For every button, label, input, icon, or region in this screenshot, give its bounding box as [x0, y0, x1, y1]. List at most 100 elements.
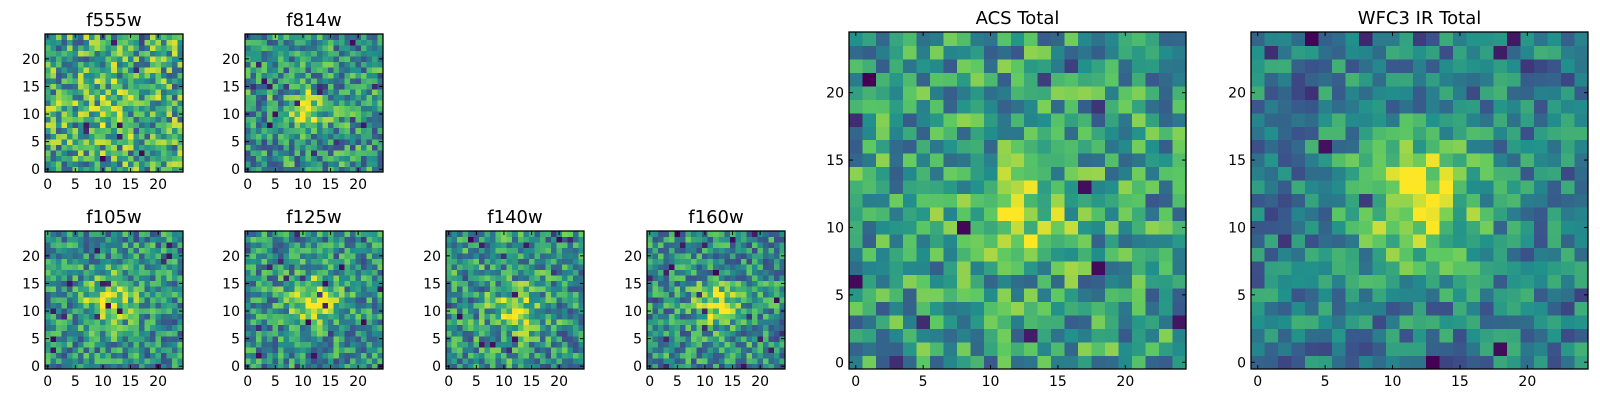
heatmap-cell	[100, 78, 107, 85]
heatmap-cell	[652, 308, 659, 315]
heatmap-cell	[943, 207, 958, 222]
heatmap-cell	[278, 127, 285, 134]
heatmap-cell	[1453, 220, 1468, 235]
heatmap-cell	[528, 346, 535, 353]
heatmap-cell	[177, 155, 184, 162]
heatmap-cell	[56, 253, 62, 259]
heatmap-cell	[166, 72, 173, 79]
heatmap-cell	[517, 324, 524, 331]
heatmap-cell	[1412, 207, 1427, 222]
heatmap-cell	[1145, 315, 1160, 329]
heatmap-cell	[1159, 207, 1173, 222]
heatmap-cell	[94, 45, 101, 51]
heatmap-cell	[1024, 274, 1039, 289]
heatmap-cell	[724, 280, 731, 287]
heatmap-cell	[1132, 45, 1146, 60]
heatmap-cell	[1372, 315, 1387, 329]
heatmap-cell	[1331, 180, 1346, 195]
heatmap-cell	[702, 264, 709, 271]
heatmap-cell	[561, 341, 568, 348]
heatmap-cell	[149, 45, 156, 51]
heatmap-cell	[446, 319, 452, 326]
heatmap-cell	[943, 288, 958, 302]
heatmap-cell	[490, 291, 497, 298]
heatmap-cell	[333, 149, 340, 156]
heatmap-cell	[366, 302, 373, 309]
heatmap-cell	[1358, 315, 1373, 329]
heatmap-cell	[160, 133, 167, 140]
heatmap-cell	[1534, 355, 1548, 370]
heatmap-cell	[50, 94, 57, 101]
heatmap-cell	[724, 231, 731, 237]
heatmap-cell	[929, 261, 944, 276]
heatmap-cell	[1439, 342, 1454, 356]
heatmap-cell	[1132, 261, 1146, 276]
heatmap-cell	[261, 34, 268, 40]
heatmap-cell	[371, 308, 378, 315]
heatmap-cell	[849, 72, 863, 87]
heatmap-cell	[360, 39, 367, 46]
heatmap-cell	[245, 127, 251, 134]
heatmap-cell	[1426, 193, 1441, 208]
heatmap-cell	[997, 220, 1012, 235]
heatmap-cell	[556, 236, 563, 243]
heatmap-cell	[751, 346, 758, 353]
heatmap-cell	[523, 363, 530, 370]
heatmap-cell	[344, 330, 351, 337]
heatmap-cell	[929, 274, 944, 289]
heatmap-cell	[338, 297, 345, 304]
heatmap-cell	[773, 280, 780, 287]
heatmap-cell	[762, 363, 769, 370]
heatmap-cell	[45, 39, 51, 46]
heatmap-cell	[355, 39, 362, 46]
heatmap-cell	[344, 258, 351, 265]
heatmap-cell	[652, 286, 659, 293]
heatmap-cell	[1159, 261, 1173, 276]
heatmap-cell	[105, 122, 112, 129]
heatmap-cell	[997, 315, 1012, 329]
heatmap-cell	[1534, 207, 1548, 222]
heatmap-cell	[663, 264, 670, 271]
heatmap-cell	[578, 258, 585, 265]
heatmap-cell	[122, 247, 129, 254]
heatmap-cell	[305, 297, 312, 304]
heatmap-cell	[355, 122, 362, 129]
heatmap-cell	[127, 346, 134, 353]
heatmap-cell	[550, 352, 557, 359]
heatmap-cell	[171, 231, 178, 237]
heatmap-cell	[506, 324, 513, 331]
heatmap-cell	[685, 297, 692, 304]
heatmap-cell	[572, 297, 579, 304]
heatmap-cell	[658, 291, 664, 298]
heatmap-cell	[305, 127, 312, 134]
heatmap-cell	[245, 39, 251, 46]
heatmap-cell	[1010, 355, 1025, 370]
heatmap-cell	[177, 61, 184, 68]
heatmap-cell	[166, 357, 173, 364]
heatmap-cell	[349, 297, 356, 304]
heatmap-cell	[316, 111, 323, 118]
heatmap-cell	[344, 89, 351, 96]
heatmap-cell	[122, 324, 129, 331]
heatmap-cell	[289, 94, 296, 101]
heatmap-cell	[1277, 288, 1292, 302]
heatmap-cell	[250, 138, 257, 145]
heatmap-cell	[1534, 193, 1548, 208]
heatmap-cell	[256, 56, 262, 62]
heatmap-cell	[462, 247, 469, 254]
heatmap-cell	[171, 111, 178, 118]
heatmap-cell	[278, 236, 285, 243]
heatmap-cell	[316, 45, 323, 51]
heatmap-cell	[138, 286, 145, 293]
heatmap-cell	[902, 315, 917, 329]
heatmap-cell	[305, 286, 312, 293]
heatmap-cell	[578, 231, 585, 237]
heatmap-cell	[160, 67, 167, 74]
heatmap-cell	[89, 313, 96, 320]
heatmap-cell	[647, 357, 653, 364]
y-tick-label: 0	[835, 355, 844, 371]
heatmap-cell	[272, 357, 279, 364]
heatmap-cell	[61, 247, 68, 254]
heatmap-cell	[56, 291, 62, 298]
heatmap-cell	[1024, 220, 1039, 235]
